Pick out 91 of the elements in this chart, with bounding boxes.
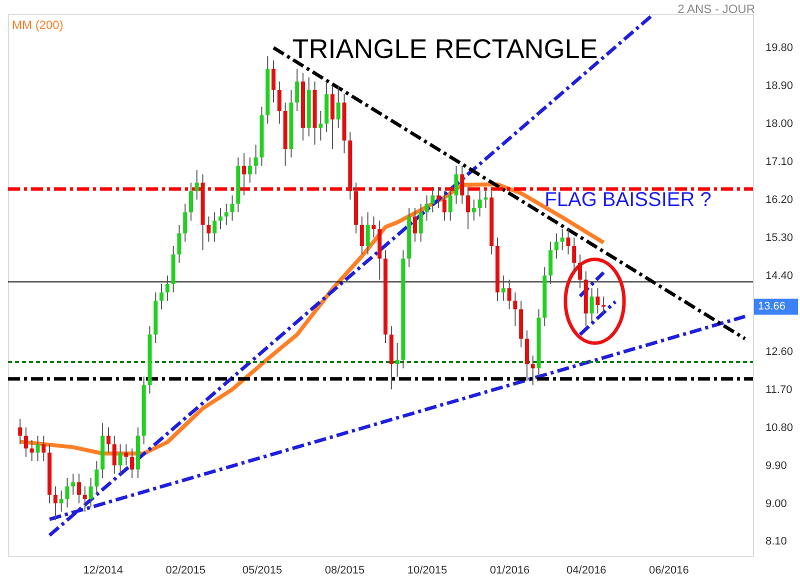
- candlestick: [430, 186, 435, 213]
- y-tick-label: 17.10: [766, 156, 794, 168]
- candlestick: [24, 426, 28, 458]
- candlestick: [395, 342, 400, 378]
- candlestick: [272, 60, 276, 104]
- x-tick-label: 10/2015: [407, 564, 448, 576]
- candlestick: [124, 444, 128, 466]
- candlestick: [418, 203, 423, 242]
- annotation: 2 ANS - JOUR: [678, 2, 756, 16]
- candlestick: [412, 208, 417, 242]
- candlestick: [460, 165, 464, 204]
- y-tick-label: 12.60: [766, 346, 794, 358]
- x-tick-label: 06/2016: [649, 564, 689, 576]
- candlestick: [424, 194, 429, 222]
- annotation: TRIANGLE RECTANGLE: [292, 34, 598, 64]
- candlestick: [194, 170, 199, 200]
- y-tick-label: 18.00: [766, 118, 794, 130]
- candlestick: [254, 144, 258, 175]
- y-tick-label: 14.40: [766, 270, 794, 282]
- x-tick-label: 05/2015: [242, 564, 282, 576]
- candlestick: [183, 203, 188, 242]
- annotation: FLAG BAISSIER ?: [544, 189, 712, 211]
- candlestick: [71, 473, 76, 496]
- candlestick: [572, 237, 576, 272]
- candlestick: [88, 477, 93, 508]
- y-tick-label: 9.00: [766, 498, 787, 510]
- candlestick: [554, 232, 558, 260]
- candlestick: [578, 254, 582, 289]
- candlestick: [130, 448, 134, 478]
- candlestick: [478, 190, 482, 217]
- candlestick: [106, 426, 110, 454]
- candlestick: [277, 80, 282, 124]
- candlestick: [442, 190, 446, 222]
- candlestick: [530, 355, 535, 386]
- candlestick: [501, 275, 506, 302]
- candlestick: [118, 444, 122, 474]
- candlestick: [212, 212, 217, 242]
- candlestick: [590, 288, 594, 322]
- candlestick: [318, 110, 323, 142]
- candlestick: [59, 490, 64, 512]
- text: 13.66: [758, 300, 786, 313]
- candlestick: [206, 216, 211, 242]
- candlestick: [218, 208, 222, 230]
- x-tick-label: 02/2015: [166, 564, 206, 576]
- candlestick: [566, 228, 570, 255]
- y-tick-label: 16.20: [766, 194, 794, 206]
- candlestick: [177, 224, 182, 264]
- candlestick: [484, 190, 488, 209]
- x-tick-label: 04/2016: [566, 564, 606, 576]
- candlestick: [65, 477, 70, 508]
- candlestick: [295, 68, 300, 112]
- candlestick: [53, 486, 58, 521]
- candlestick: [248, 156, 252, 184]
- candlestick: [112, 435, 116, 474]
- candlestick: [336, 85, 340, 128]
- y-tick-label: 8.10: [766, 536, 787, 548]
- y-tick-label: 15.30: [766, 232, 794, 244]
- text: MM (200): [12, 18, 64, 32]
- candlestick: [77, 473, 82, 504]
- candlestick: [30, 440, 34, 462]
- candlestick: [436, 186, 441, 209]
- candlestick: [513, 292, 518, 327]
- candlestick: [242, 152, 246, 196]
- candlestick: [36, 435, 40, 462]
- candlestick: [466, 186, 470, 230]
- candlestick: [94, 460, 99, 496]
- candlestick: [448, 186, 452, 222]
- candlestick: [596, 288, 600, 314]
- candlestick: [472, 199, 476, 222]
- candlestick: [366, 212, 370, 255]
- y-tick-label: 10.80: [766, 422, 794, 434]
- candlestick: [224, 203, 228, 226]
- candlestick: [360, 216, 364, 255]
- candlestick: [42, 435, 46, 462]
- x-tick-label: 12/2014: [83, 564, 123, 576]
- candlestick: [165, 275, 170, 302]
- candlestick: [230, 194, 234, 222]
- x-tick-label: 08/2015: [324, 564, 365, 576]
- y-tick-label: 19.80: [766, 42, 794, 54]
- candlestick: [18, 418, 22, 445]
- candlestick: [160, 283, 164, 310]
- candlestick: [454, 165, 458, 204]
- candlestick: [189, 182, 194, 222]
- candlestick: [560, 228, 564, 251]
- candlestick: [507, 279, 512, 310]
- y-tick-label: 11.70: [766, 384, 792, 396]
- candlestick: [82, 486, 87, 512]
- x-tick-label: 01/2016: [490, 564, 530, 576]
- candlestick: [372, 216, 376, 238]
- y-tick-label: 9.90: [766, 460, 787, 472]
- y-tick-label: 18.90: [766, 80, 794, 92]
